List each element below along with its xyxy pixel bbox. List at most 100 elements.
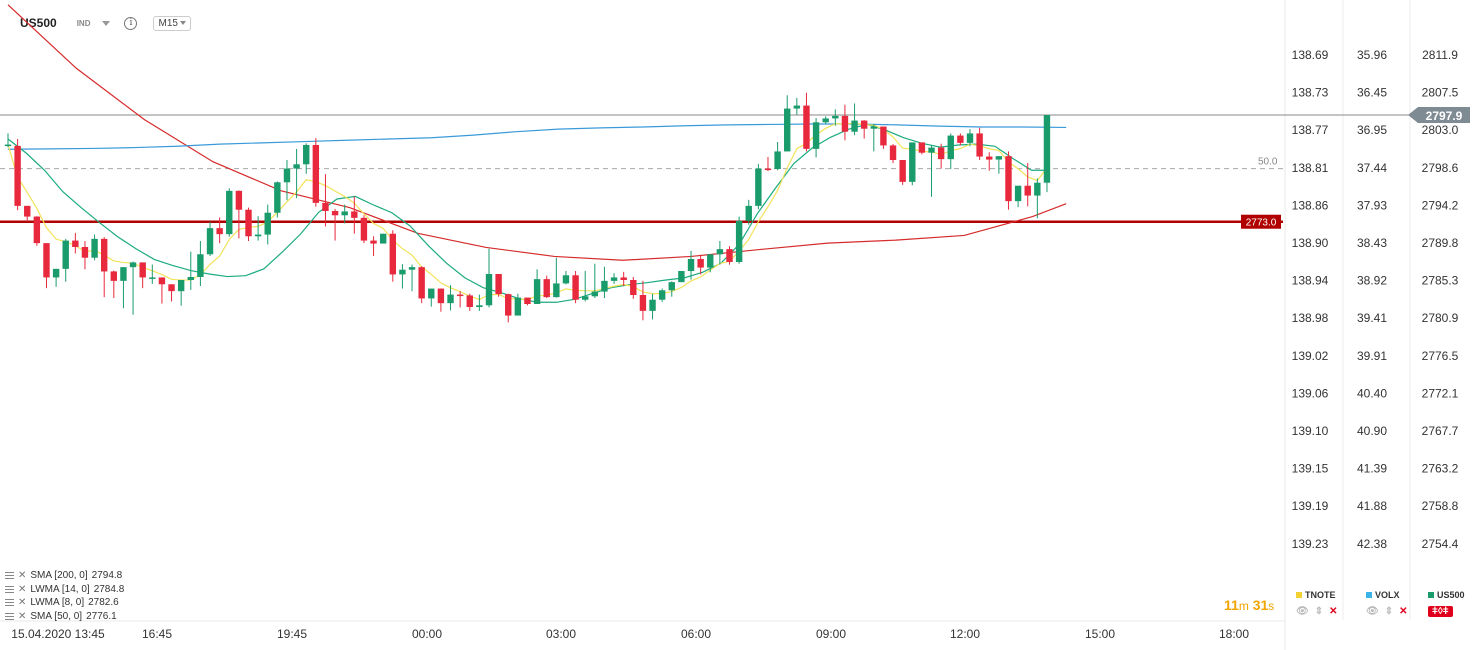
visibility-eye-icon[interactable]: 👁 — [1366, 606, 1379, 617]
candle-up — [851, 120, 858, 132]
candle-up — [197, 254, 204, 277]
candle-up — [793, 105, 801, 109]
candle-up — [91, 238, 98, 258]
visibility-eye-icon[interactable]: 👁 — [1296, 606, 1309, 617]
candle-down — [957, 135, 964, 143]
candle-up — [610, 277, 618, 281]
indicator-value: 2776.1 — [86, 610, 117, 622]
time-tick-label: 09:00 — [816, 627, 846, 641]
candle-down — [841, 115, 849, 132]
candle-down — [101, 238, 108, 272]
candle-up — [995, 156, 1003, 160]
candle-up — [870, 126, 877, 129]
remove-icon[interactable]: ✕ — [1329, 606, 1338, 617]
volx-tick-label: 39.41 — [1357, 311, 1387, 325]
time-tick-label: 12:00 — [950, 627, 980, 641]
tnote-tick-label: 138.86 — [1292, 198, 1329, 212]
info-icon[interactable]: i — [124, 16, 138, 30]
candle-down — [889, 145, 897, 160]
tnote-tick-label: 138.94 — [1292, 274, 1329, 288]
candle-down — [937, 147, 945, 160]
us500-tick-label: 2767.7 — [1422, 424, 1459, 438]
indicator-row-sma200: ✕ SMA [200, 0] 2794.8 — [5, 569, 124, 583]
tnote-color-swatch — [1296, 592, 1302, 598]
candle-up — [274, 182, 281, 213]
remove-indicator-icon[interactable]: ✕ — [18, 570, 27, 582]
candle-up — [254, 234, 262, 237]
candle-up — [591, 291, 599, 297]
candle-down — [495, 274, 502, 295]
indicator-row-lwma14: ✕ LWMA [14, 0] 2784.8 — [5, 583, 124, 597]
indicator-value: 2794.8 — [91, 570, 123, 582]
candle-down — [33, 216, 41, 244]
remove-indicator-icon[interactable]: ✕ — [18, 583, 27, 595]
volx-tick-label: 41.39 — [1357, 462, 1387, 476]
candle-down — [72, 240, 79, 247]
candle-down — [370, 240, 377, 244]
indicator-label: SMA [200, 0] — [30, 570, 88, 582]
time-tick-label: 19:45 — [277, 627, 307, 641]
candle-up — [129, 262, 137, 268]
candle-up — [62, 240, 69, 269]
symbol-label[interactable]: US500 — [20, 16, 57, 30]
time-tick-label: 15.04.2020 13:45 — [11, 627, 105, 641]
candle-down — [389, 233, 396, 275]
candle-down — [312, 145, 320, 203]
tnote-tick-label: 138.73 — [1292, 86, 1329, 100]
candle-up — [1043, 115, 1051, 183]
candle-up — [226, 190, 233, 235]
us500-tick-label: 2811.9 — [1422, 48, 1458, 62]
timeframe-select[interactable]: M15 — [153, 15, 191, 31]
indicator-value: 2784.8 — [93, 583, 125, 595]
us500-tick-label: 2754.4 — [1422, 537, 1459, 551]
us500-tick-label: 2776.5 — [1422, 349, 1459, 363]
symbol-dropdown-caret-icon[interactable] — [102, 20, 111, 26]
candle-up — [187, 277, 194, 280]
indicator-settings-icon[interactable] — [5, 572, 14, 580]
move-arrows-icon[interactable]: ⇕ — [1384, 606, 1394, 617]
volx-color-swatch — [1366, 592, 1372, 598]
candle-up — [707, 254, 714, 268]
candle-down — [697, 259, 704, 268]
candle-down — [456, 294, 464, 297]
volx-tick-label: 37.44 — [1357, 161, 1387, 175]
candle-up — [1014, 185, 1022, 202]
candle-down — [14, 145, 21, 206]
legend-name: US500 — [1437, 590, 1465, 600]
volx-tick-label: 38.92 — [1357, 274, 1387, 288]
candle-up — [562, 275, 570, 284]
candle-up — [947, 135, 954, 160]
remove-indicator-icon[interactable]: ✕ — [18, 597, 27, 609]
time-tick-label: 15:00 — [1085, 627, 1115, 641]
indicator-settings-icon[interactable] — [5, 612, 14, 620]
volx-tick-label: 41.88 — [1357, 499, 1387, 513]
candle-down — [235, 190, 243, 210]
remove-icon[interactable]: ✕ — [1399, 606, 1408, 617]
candle-down — [880, 126, 887, 146]
move-arrows-icon[interactable]: ⇕ — [1314, 606, 1324, 617]
candle-up — [966, 133, 974, 143]
candle-up — [678, 271, 685, 283]
last-price-tag-label: 2797.9 — [1426, 109, 1463, 123]
candle-down — [639, 295, 647, 311]
candle-down — [466, 295, 473, 307]
candle-down — [437, 288, 445, 304]
candle-up — [283, 168, 291, 183]
candle-settings-button[interactable]: ǂ◊ǂ — [1428, 606, 1453, 617]
candle-down — [630, 280, 637, 295]
timeframe-label: M15 — [158, 17, 178, 29]
candle-down — [726, 249, 733, 262]
volx-tick-label: 35.96 — [1357, 48, 1387, 62]
indicator-settings-icon[interactable] — [5, 599, 14, 607]
candle-up — [485, 274, 493, 306]
indicator-settings-icon[interactable] — [5, 585, 14, 593]
candle-down — [976, 133, 983, 157]
candle-up — [774, 151, 781, 169]
remove-indicator-icon[interactable]: ✕ — [18, 610, 27, 622]
volx-tick-label: 39.91 — [1357, 349, 1387, 363]
candle-up — [120, 267, 127, 281]
candle-down — [1005, 156, 1012, 202]
indicator-label: SMA [50, 0] — [30, 610, 83, 622]
candle-down — [360, 217, 368, 241]
